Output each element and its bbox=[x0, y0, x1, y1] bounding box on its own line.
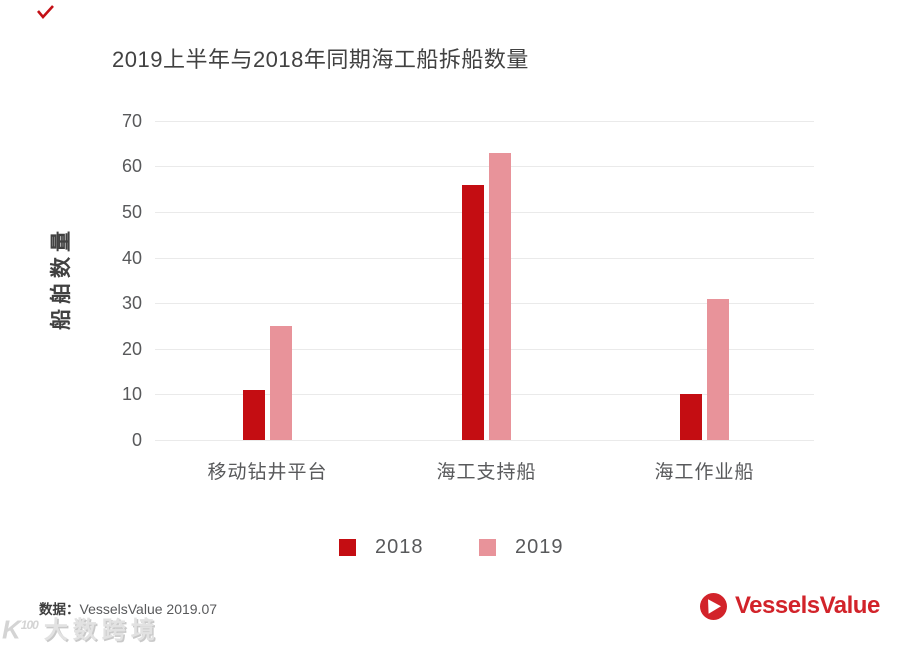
gridline-50 bbox=[155, 212, 814, 213]
bar-2018-2 bbox=[680, 394, 702, 440]
bar-2019-2 bbox=[707, 298, 729, 440]
bar-2018-0 bbox=[243, 389, 265, 440]
vesselsvalue-logo-icon bbox=[700, 592, 727, 620]
y-tick-50: 50 bbox=[121, 202, 142, 222]
legend-swatch-2019-icon bbox=[479, 539, 496, 556]
gridline-10 bbox=[155, 394, 814, 396]
y-tick-20: 20 bbox=[121, 338, 142, 359]
bar-2018-1 bbox=[462, 184, 484, 440]
watermark: K100 大数跨境 bbox=[2, 610, 160, 645]
chart-title: 2019上半年与2018年同期海工船拆船数量 bbox=[112, 47, 529, 72]
y-tick-0: 0 bbox=[131, 430, 142, 450]
gridline-40 bbox=[155, 257, 814, 259]
data-source: 数据：VesselsValue 2019.07 bbox=[39, 598, 217, 618]
bar-2019-1 bbox=[489, 152, 511, 440]
data-source-text: VesselsValue 2019.07 bbox=[79, 601, 218, 617]
gridline-20 bbox=[155, 348, 814, 350]
x-category-label-1: 海工支持船 bbox=[436, 462, 537, 483]
legend-swatch-2018-icon bbox=[339, 539, 356, 556]
gridline-60 bbox=[155, 166, 814, 168]
gridline-0 bbox=[155, 440, 814, 441]
legend: 2018 2019 bbox=[0, 536, 900, 562]
bar-2019-0 bbox=[270, 326, 292, 440]
y-tick-30: 30 bbox=[121, 293, 142, 314]
y-tick-10: 10 bbox=[121, 384, 142, 405]
legend-label-2019: 2019 bbox=[515, 536, 564, 558]
watermark-text: 大数跨境 bbox=[43, 617, 160, 644]
legend-item-2018: 2018 bbox=[339, 536, 424, 559]
x-category-label-0: 移动钻井平台 bbox=[207, 462, 328, 483]
y-tick-40: 40 bbox=[121, 247, 142, 268]
brand-name: VesselsValue bbox=[735, 592, 880, 619]
watermark-icon: K100 bbox=[2, 614, 39, 645]
legend-label-2018: 2018 bbox=[375, 536, 424, 558]
y-tick-60: 60 bbox=[121, 156, 142, 177]
x-category-label-2: 海工作业船 bbox=[654, 462, 755, 483]
gridline-70 bbox=[155, 120, 814, 122]
corner-mark-icon bbox=[37, 5, 54, 19]
brand-logo: VesselsValue bbox=[700, 592, 880, 620]
y-tick-70: 70 bbox=[121, 110, 142, 131]
data-source-label: 数据： bbox=[39, 602, 80, 617]
gridline-30 bbox=[155, 303, 814, 305]
y-axis-title: 船舶数量 bbox=[50, 226, 73, 330]
legend-item-2019: 2019 bbox=[479, 536, 564, 559]
